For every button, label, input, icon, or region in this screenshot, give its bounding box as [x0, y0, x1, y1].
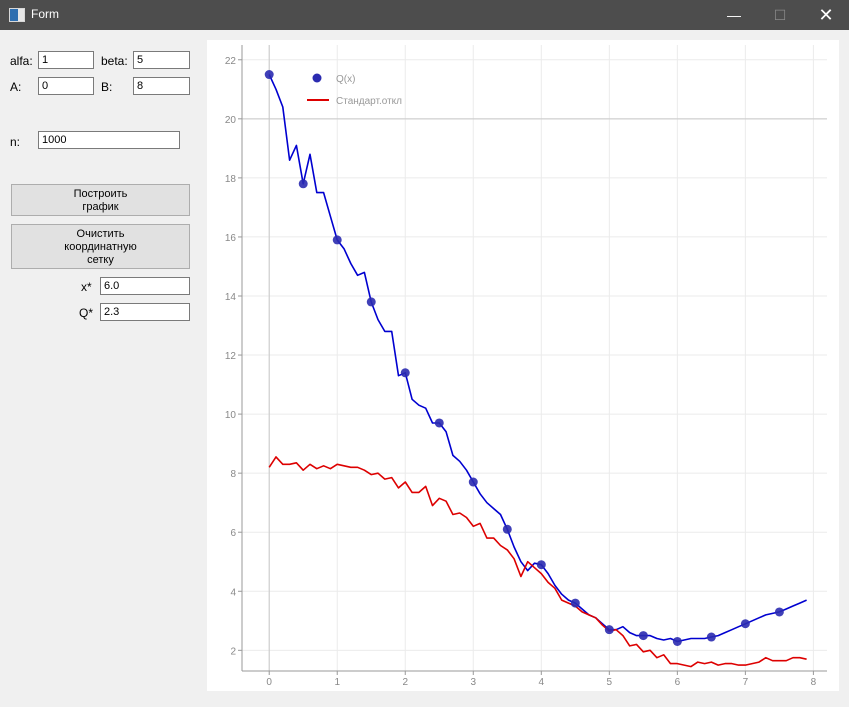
legend-label-std: Стандарт.откл — [336, 96, 402, 107]
minimize-icon: — — [727, 7, 741, 23]
data-point-q — [400, 368, 410, 378]
y-tick-label: 22 — [225, 56, 237, 67]
a-input[interactable] — [38, 77, 94, 95]
a-label: A: — [10, 80, 22, 94]
y-tick-label: 10 — [225, 410, 237, 421]
q-star-label: Q* — [79, 306, 94, 320]
data-point-q — [298, 179, 308, 189]
x-star-field[interactable] — [100, 277, 190, 295]
beta-input[interactable] — [133, 51, 190, 69]
data-point-q — [536, 560, 546, 570]
clear-grid-button[interactable]: Очистить координатную сетку — [11, 224, 190, 269]
x-tick-label: 6 — [675, 677, 681, 688]
x-tick-label: 0 — [266, 677, 272, 688]
plot-chart[interactable]: 0 1 2 3 4 5 6 7 8246810121416182022Q(x)Стандарт.… — [207, 40, 839, 691]
app-icon — [9, 8, 25, 22]
y-tick-label: 8 — [230, 469, 236, 480]
legend-label-q: Q(x) — [336, 74, 355, 85]
y-tick-label: 6 — [230, 528, 236, 539]
b-label: B: — [101, 80, 113, 94]
n-label: n: — [10, 135, 21, 149]
y-tick-label: 16 — [225, 233, 237, 244]
data-point-q — [638, 631, 648, 641]
y-tick-label: 14 — [225, 292, 237, 303]
window-title: Form — [31, 7, 59, 21]
data-point-q — [502, 524, 512, 534]
plot-button[interactable]: Построить график — [11, 184, 190, 216]
data-point-q — [468, 477, 478, 487]
n-input[interactable] — [38, 131, 180, 149]
data-point-q — [706, 632, 716, 642]
b-input[interactable] — [133, 77, 190, 95]
alfa-label: alfa: — [10, 54, 33, 68]
data-point-q — [604, 625, 614, 635]
x-tick-label: 1 — [334, 677, 340, 688]
close-button[interactable]: ✕ — [803, 0, 849, 30]
data-point-q — [434, 418, 444, 428]
x-star-label: x* — [81, 280, 92, 294]
data-point-q — [570, 598, 580, 608]
y-tick-label: 4 — [230, 587, 236, 598]
legend-marker-q — [312, 73, 322, 83]
data-point-q — [774, 607, 784, 617]
maximize-button[interactable]: ☐ — [757, 0, 803, 30]
y-tick-label: 12 — [225, 351, 237, 362]
x-tick-label: 2 — [402, 677, 408, 688]
series-line-std — [268, 456, 807, 668]
x-tick-label: 5 — [607, 677, 613, 688]
alfa-input[interactable] — [38, 51, 94, 69]
y-tick-label: 20 — [225, 115, 237, 126]
plot-area[interactable]: 0 1 2 3 4 5 6 7 8 2 4 6 8 10 12 14 16 18 20 22 Q(x) Стандарт.… — [207, 40, 839, 691]
close-icon: ✕ — [818, 5, 834, 25]
data-point-q — [332, 235, 342, 245]
series-line-q — [268, 74, 807, 643]
q-star-field[interactable] — [100, 303, 190, 321]
y-tick-label: 18 — [225, 174, 237, 185]
y-tick-label: 2 — [230, 646, 236, 657]
maximize-icon: ☐ — [773, 7, 787, 23]
minimize-button[interactable]: — — [711, 0, 757, 30]
data-point-q — [366, 297, 376, 307]
data-point-q — [264, 70, 274, 80]
x-tick-label: 7 — [743, 677, 749, 688]
title-bar: Form — ☐ ✕ — [0, 0, 849, 30]
beta-label: beta: — [101, 54, 128, 68]
x-tick-label: 3 — [470, 677, 476, 688]
data-point-q — [672, 636, 682, 646]
data-point-q — [740, 619, 750, 629]
x-tick-label: 8 — [811, 677, 817, 688]
x-tick-label: 4 — [539, 677, 545, 688]
